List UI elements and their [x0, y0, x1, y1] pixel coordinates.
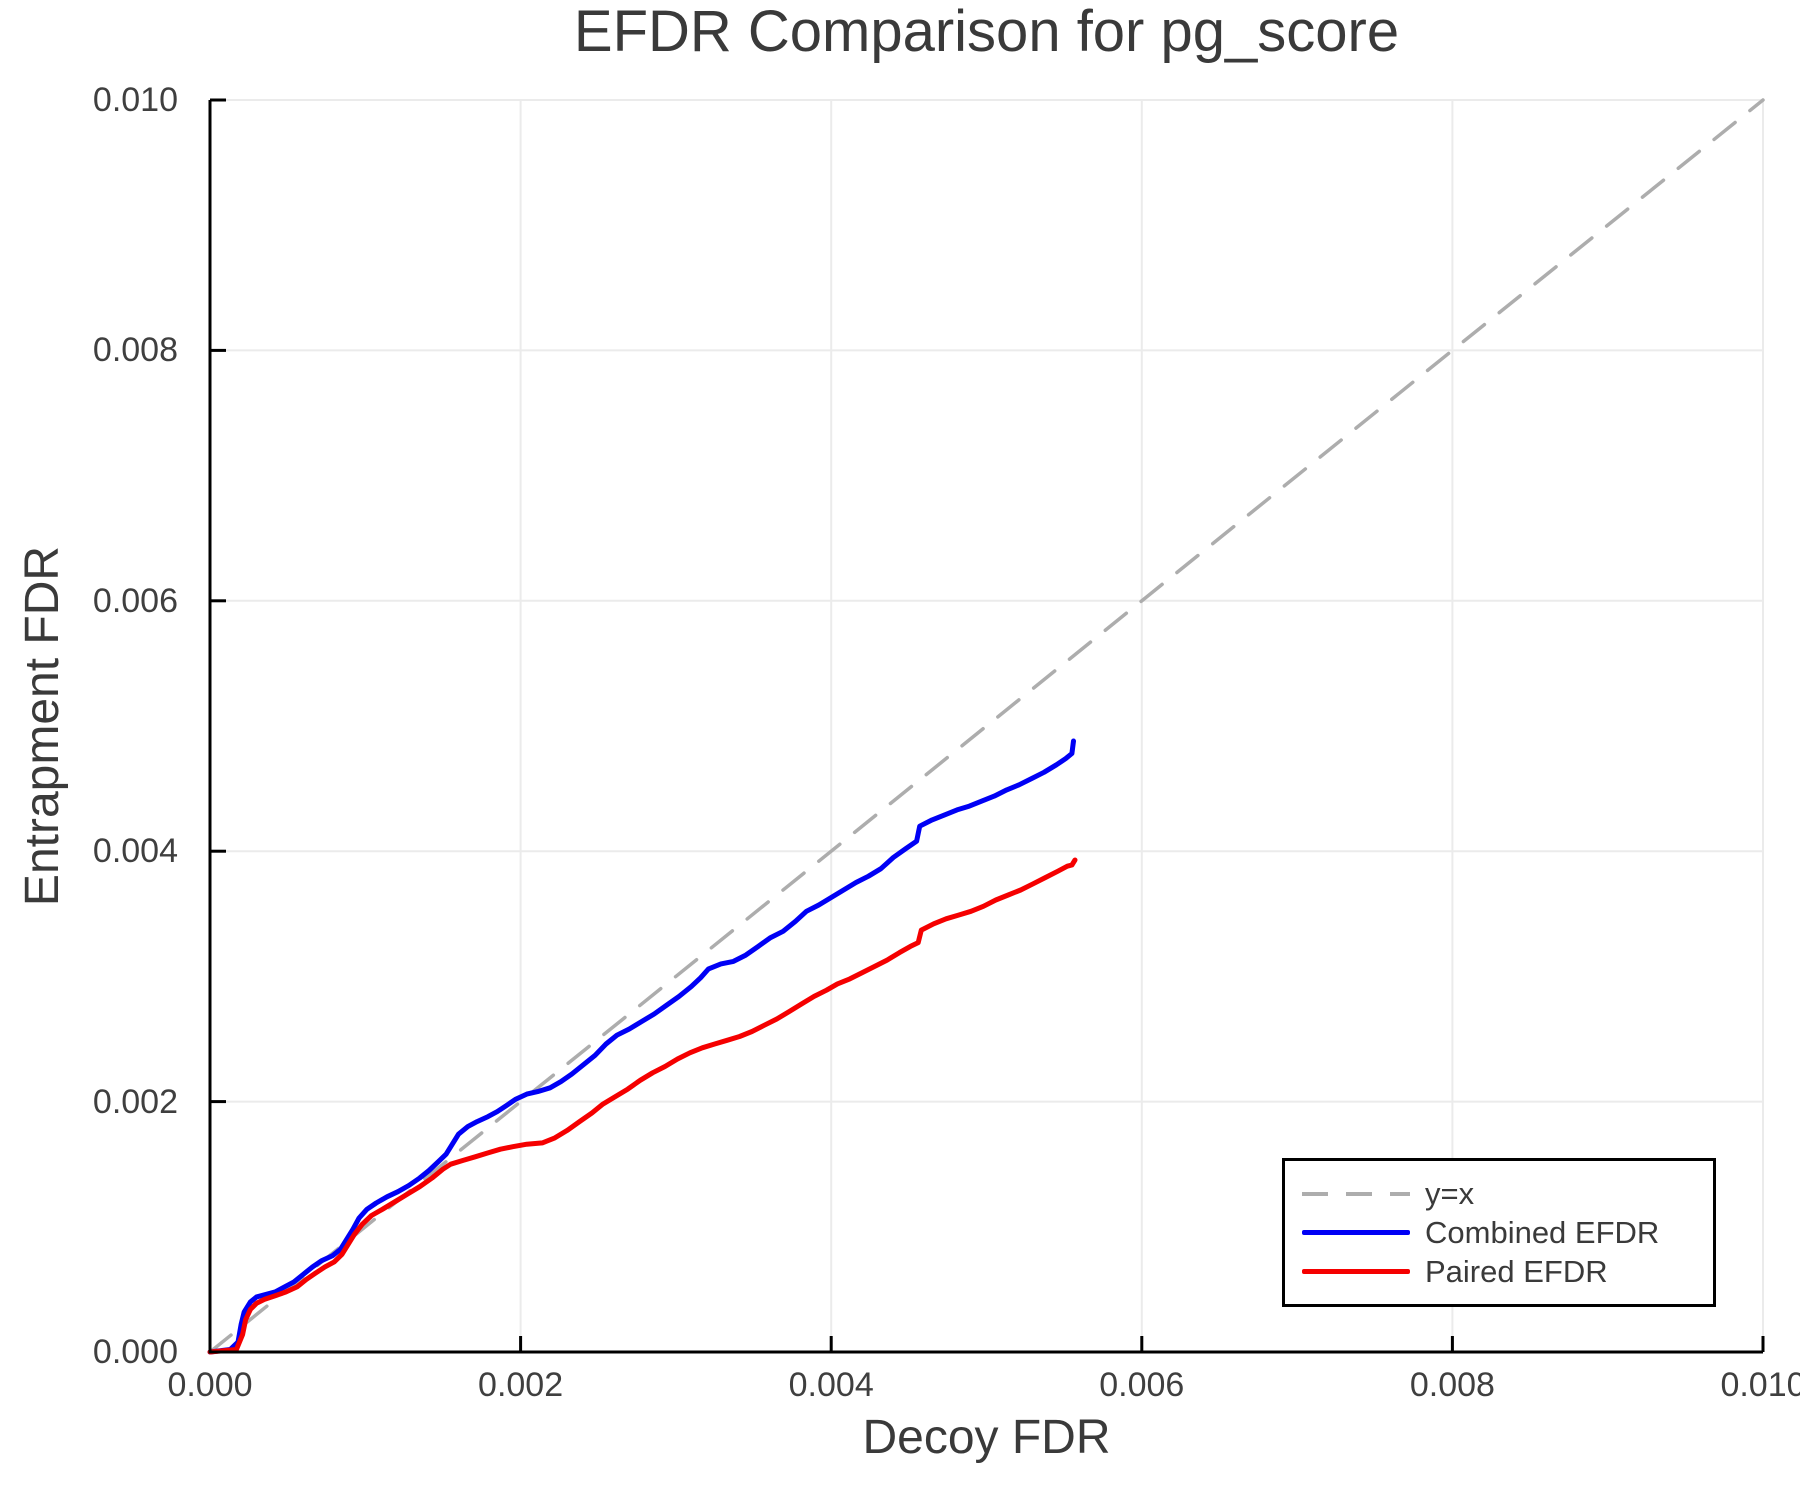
- x-tick-label: 0.006: [1099, 1366, 1185, 1404]
- chart-title: EFDR Comparison for pg_score: [573, 0, 1400, 64]
- paired-efdr-line: [207, 857, 1078, 1355]
- x-tick-label: 0.008: [1409, 1366, 1495, 1404]
- legend: y=x Combined EFDR Paired EFDR: [1282, 1158, 1716, 1307]
- x-tick-label: 0.002: [478, 1366, 564, 1404]
- y-tick-label: 0.002: [92, 1082, 178, 1121]
- x-tick-label: 0.000: [167, 1366, 253, 1404]
- x-tick-label: 0.004: [788, 1366, 874, 1404]
- combined-efdr-line: [207, 738, 1076, 1355]
- legend-entry-paired: Paired EFDR: [1285, 1252, 1713, 1291]
- y-tick-label: 0.004: [92, 832, 178, 871]
- x-axis-label: Decoy FDR: [862, 1411, 1111, 1464]
- y-tick-label: 0.008: [92, 331, 178, 370]
- y-tick-label: 0.010: [92, 81, 178, 119]
- legend-label-identity: y=x: [1425, 1175, 1475, 1211]
- y-tick-label: 0.006: [92, 581, 178, 620]
- legend-label-paired: Paired EFDR: [1425, 1253, 1608, 1289]
- y-x-line: [208, 98, 1765, 1354]
- y-tick-label: 0.000: [92, 1333, 178, 1371]
- identity-line-sample: [1302, 1191, 1410, 1196]
- legend-label-combined: Combined EFDR: [1425, 1214, 1660, 1250]
- combined-efdr-line-sample: [1302, 1230, 1410, 1235]
- legend-entry-identity: y=x: [1285, 1174, 1713, 1213]
- legend-entry-combined: Combined EFDR: [1285, 1213, 1713, 1252]
- paired-efdr-line-sample: [1302, 1269, 1410, 1274]
- x-tick-label: 0.010: [1720, 1366, 1800, 1404]
